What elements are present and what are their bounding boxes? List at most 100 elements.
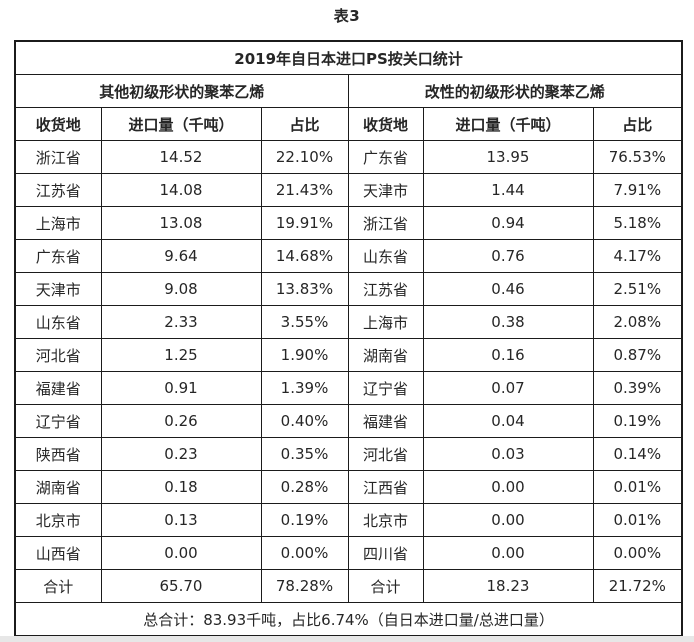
table-row: 北京市 0.13 0.19% 北京市 0.00 0.01% (14, 503, 683, 537)
group-header-other-ps: 其他初级形状的聚苯乙烯 (14, 74, 349, 108)
region-cell: 天津市 (347, 173, 424, 207)
share-cell: 0.19% (260, 503, 349, 537)
table-title-row: 2019年自日本进口PS按关口统计 (14, 40, 683, 75)
volume-cell: 0.00 (100, 536, 262, 570)
table-row: 山东省 2.33 3.55% 上海市 0.38 2.08% (14, 305, 683, 339)
volume-cell: 0.91 (100, 371, 262, 405)
volume-cell: 14.08 (100, 173, 262, 207)
table-row: 辽宁省 0.26 0.40% 福建省 0.04 0.19% (14, 404, 683, 438)
share-cell: 22.10% (260, 140, 349, 174)
share-cell: 0.39% (592, 371, 683, 405)
share-cell: 7.91% (592, 173, 683, 207)
region-cell: 北京市 (14, 503, 102, 537)
share-cell: 0.40% (260, 404, 349, 438)
region-cell: 湖南省 (14, 470, 102, 504)
volume-cell: 0.13 (100, 503, 262, 537)
share-cell: 14.68% (260, 239, 349, 273)
table-row: 福建省 0.91 1.39% 辽宁省 0.07 0.39% (14, 371, 683, 405)
volume-cell: 0.00 (422, 536, 594, 570)
region-cell: 福建省 (14, 371, 102, 405)
column-header-volume-right: 进口量（千吨） (422, 107, 594, 141)
volume-cell: 0.18 (100, 470, 262, 504)
share-cell: 0.00% (260, 536, 349, 570)
column-header-share-left: 占比 (260, 107, 349, 141)
table-title: 2019年自日本进口PS按关口统计 (14, 40, 683, 75)
region-cell: 河北省 (14, 338, 102, 372)
share-cell: 3.55% (260, 305, 349, 339)
region-cell: 浙江省 (347, 206, 424, 240)
table-row: 陕西省 0.23 0.35% 河北省 0.03 0.14% (14, 437, 683, 471)
region-cell: 福建省 (347, 404, 424, 438)
total-share-left: 78.28% (260, 569, 349, 603)
group-header-row: 其他初级形状的聚苯乙烯 改性的初级形状的聚苯乙烯 (14, 74, 683, 108)
share-cell: 0.87% (592, 338, 683, 372)
share-cell: 5.18% (592, 206, 683, 240)
table-row: 上海市 13.08 19.91% 浙江省 0.94 5.18% (14, 206, 683, 240)
column-header-share-right: 占比 (592, 107, 683, 141)
table-row: 广东省 9.64 14.68% 山东省 0.76 4.17% (14, 239, 683, 273)
page-bottom-strip (0, 636, 694, 642)
volume-cell: 0.38 (422, 305, 594, 339)
share-cell: 2.51% (592, 272, 683, 306)
share-cell: 21.43% (260, 173, 349, 207)
region-cell: 江苏省 (14, 173, 102, 207)
volume-cell: 0.26 (100, 404, 262, 438)
volume-cell: 9.08 (100, 272, 262, 306)
total-label-right: 合计 (347, 569, 424, 603)
region-cell: 湖南省 (347, 338, 424, 372)
total-volume-left: 65.70 (100, 569, 262, 603)
volume-cell: 0.23 (100, 437, 262, 471)
region-cell: 北京市 (347, 503, 424, 537)
region-cell: 天津市 (14, 272, 102, 306)
share-cell: 1.39% (260, 371, 349, 405)
volume-cell: 1.44 (422, 173, 594, 207)
table-body: 浙江省 14.52 22.10% 广东省 13.95 76.53% 江苏省 14.08 21.4… (14, 140, 683, 570)
share-cell: 4.17% (592, 239, 683, 273)
column-header-row: 收货地 进口量（千吨） 占比 收货地 进口量（千吨） 占比 (14, 107, 683, 141)
column-header-destination-right: 收货地 (347, 107, 424, 141)
volume-cell: 1.25 (100, 338, 262, 372)
volume-cell: 0.46 (422, 272, 594, 306)
table-row: 山西省 0.00 0.00% 四川省 0.00 0.00% (14, 536, 683, 570)
total-volume-right: 18.23 (422, 569, 594, 603)
volume-cell: 0.76 (422, 239, 594, 273)
volume-cell: 0.94 (422, 206, 594, 240)
share-cell: 2.08% (592, 305, 683, 339)
region-cell: 四川省 (347, 536, 424, 570)
ps-import-stats-table: 2019年自日本进口PS按关口统计 其他初级形状的聚苯乙烯 改性的初级形状的聚苯… (14, 40, 684, 637)
share-cell: 1.90% (260, 338, 349, 372)
volume-cell: 0.04 (422, 404, 594, 438)
region-cell: 江苏省 (347, 272, 424, 306)
region-cell: 山西省 (14, 536, 102, 570)
table-row: 江苏省 14.08 21.43% 天津市 1.44 7.91% (14, 173, 683, 207)
region-cell: 广东省 (14, 239, 102, 273)
region-cell: 辽宁省 (14, 404, 102, 438)
volume-cell: 14.52 (100, 140, 262, 174)
volume-cell: 13.08 (100, 206, 262, 240)
table-row: 湖南省 0.18 0.28% 江西省 0.00 0.01% (14, 470, 683, 504)
share-cell: 0.19% (592, 404, 683, 438)
share-cell: 76.53% (592, 140, 683, 174)
volume-cell: 0.03 (422, 437, 594, 471)
share-cell: 13.83% (260, 272, 349, 306)
share-cell: 0.14% (592, 437, 683, 471)
total-label-left: 合计 (14, 569, 102, 603)
grand-total-note: 总合计：83.93千吨，占比6.74%（自日本进口量/总进口量） (14, 602, 683, 637)
total-row: 合计 65.70 78.28% 合计 18.23 21.72% (14, 569, 683, 603)
volume-cell: 13.95 (422, 140, 594, 174)
column-header-volume-left: 进口量（千吨） (100, 107, 262, 141)
share-cell: 0.35% (260, 437, 349, 471)
volume-cell: 0.16 (422, 338, 594, 372)
total-share-right: 21.72% (592, 569, 683, 603)
volume-cell: 0.07 (422, 371, 594, 405)
share-cell: 0.01% (592, 470, 683, 504)
share-cell: 19.91% (260, 206, 349, 240)
region-cell: 浙江省 (14, 140, 102, 174)
region-cell: 上海市 (14, 206, 102, 240)
share-cell: 0.00% (592, 536, 683, 570)
table-row: 浙江省 14.52 22.10% 广东省 13.95 76.53% (14, 140, 683, 174)
table-row: 河北省 1.25 1.90% 湖南省 0.16 0.87% (14, 338, 683, 372)
share-cell: 0.01% (592, 503, 683, 537)
region-cell: 辽宁省 (347, 371, 424, 405)
table-row: 天津市 9.08 13.83% 江苏省 0.46 2.51% (14, 272, 683, 306)
